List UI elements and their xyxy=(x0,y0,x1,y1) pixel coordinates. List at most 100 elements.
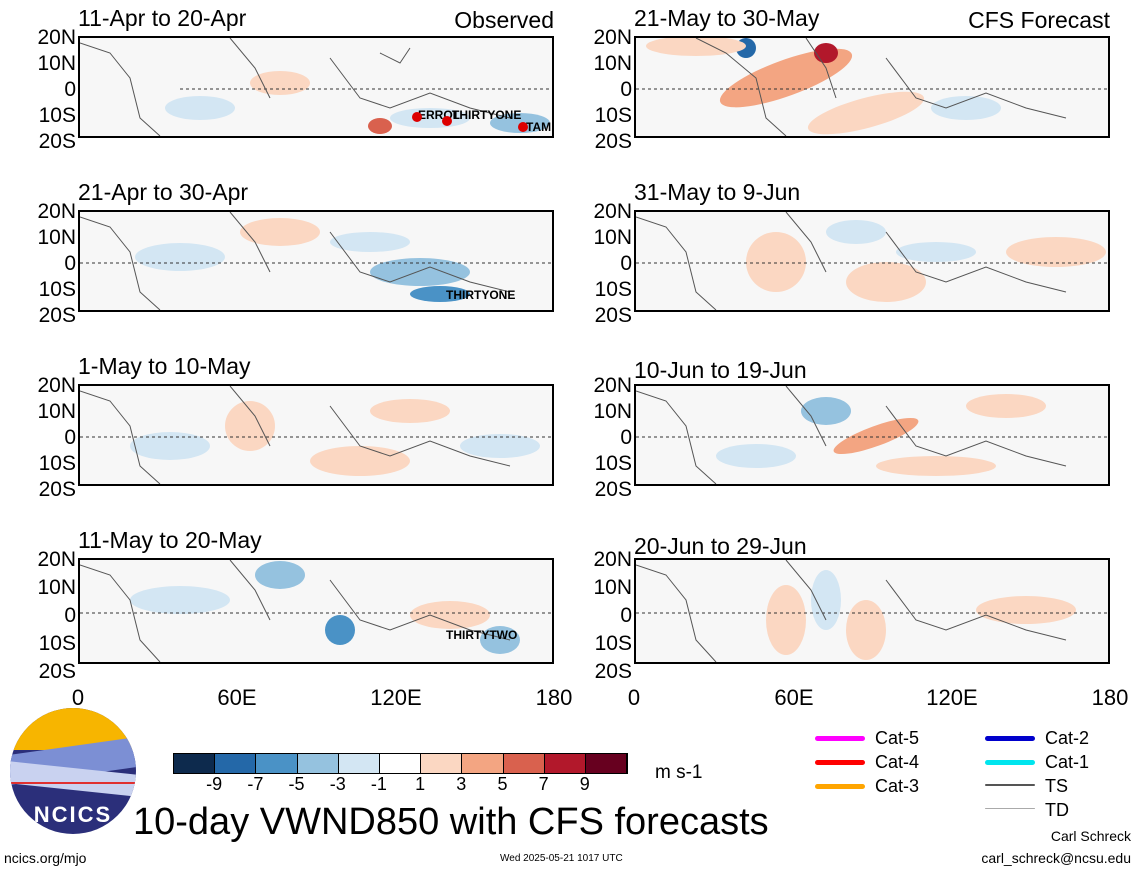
lat-label: 20S xyxy=(38,660,76,683)
lat-label: 10N xyxy=(37,52,76,75)
lat-label: 20S xyxy=(594,130,632,153)
panel-title-observed-3: 1-May to 10-May xyxy=(78,353,251,379)
map-svg xyxy=(80,386,552,484)
colorbar-tick-label: -1 xyxy=(370,774,387,794)
colorbar-tick-label: 1 xyxy=(415,774,426,794)
storm-label-thirtyone: THIRTYONE xyxy=(446,288,516,302)
lat-label: 20N xyxy=(593,548,632,571)
map-observed-3 xyxy=(78,384,554,486)
panel-title-forecast-3: 10-Jun to 19-Jun xyxy=(634,357,807,383)
storm-label-tam: TAM xyxy=(526,120,552,134)
colorbar-tick-label: 3 xyxy=(456,774,467,794)
main-title: 10-day VWND850 with CFS forecasts xyxy=(133,801,769,843)
footer-author: Carl Schreck xyxy=(1050,828,1131,844)
footer-timestamp: Wed 2025-05-21 1017 UTC xyxy=(500,853,623,864)
panel-title-observed-2: 21-Apr to 30-Apr xyxy=(78,179,249,205)
lon-label-right-60: 60E xyxy=(774,685,814,710)
legend-label: Cat-2 xyxy=(1045,728,1090,748)
colorbar-units: m s-1 xyxy=(655,762,703,783)
map-svg xyxy=(636,212,1108,310)
lat-label: 10N xyxy=(593,576,632,599)
map-svg xyxy=(80,560,552,662)
forecast-label: CFS Forecast xyxy=(968,7,1110,33)
map-svg xyxy=(636,386,1108,484)
colorbar-swatch xyxy=(544,754,586,773)
colorbar-tick-label: -5 xyxy=(288,774,305,794)
lon-label-right-120: 120E xyxy=(926,685,978,710)
lat-label: 10N xyxy=(593,400,632,423)
panel-title-observed-1: 11-Apr to 20-Apr xyxy=(78,5,247,31)
colorbar-tick-label: 7 xyxy=(538,774,549,794)
lon-label-left-180: 180 xyxy=(535,685,573,710)
legend-line xyxy=(815,760,865,765)
map-forecast-2 xyxy=(634,210,1110,312)
lat-label: 10S xyxy=(594,632,632,655)
lon-label-left-0: 0 xyxy=(71,685,85,710)
lat-label: 10S xyxy=(594,452,632,475)
map-forecast-4 xyxy=(634,558,1110,664)
colorbar-swatch xyxy=(421,754,463,773)
map-forecast-1 xyxy=(634,36,1110,138)
storm-icon xyxy=(412,112,422,122)
lat-label: 0 xyxy=(64,78,76,101)
lat-label: 10S xyxy=(38,278,76,301)
lat-label: 10N xyxy=(593,52,632,75)
storm-label-thirtyone: THIRTYONE xyxy=(452,108,522,122)
map-observed-1: ERROL THIRTYONE TAM xyxy=(78,36,554,138)
colorbar-swatch xyxy=(338,754,380,773)
map-svg xyxy=(636,560,1108,662)
lat-label: 10N xyxy=(593,226,632,249)
storm-icon xyxy=(518,122,528,132)
colorbar-tick-label: 9 xyxy=(579,774,590,794)
lat-label: 0 xyxy=(620,78,632,101)
colorbar-tick-label: 5 xyxy=(497,774,508,794)
lat-label: 20N xyxy=(593,26,632,49)
legend-label: Cat-5 xyxy=(875,728,920,748)
lat-label: 0 xyxy=(64,252,76,275)
colorbar-tick-label: -9 xyxy=(206,774,223,794)
lat-label: 20S xyxy=(594,304,632,327)
lat-label: 10N xyxy=(37,226,76,249)
legend-label: Cat-1 xyxy=(1045,752,1090,772)
lat-label: 20N xyxy=(37,548,76,571)
map-forecast-3 xyxy=(634,384,1110,486)
storm-icon xyxy=(442,116,452,126)
lat-label: 10S xyxy=(594,104,632,127)
lat-label: 10S xyxy=(594,278,632,301)
lat-label: 10S xyxy=(38,452,76,475)
lat-label: 10N xyxy=(37,576,76,599)
colorbar-swatch xyxy=(297,754,339,773)
colorbar-swatch xyxy=(379,754,422,773)
lon-label-left-60: 60E xyxy=(217,685,257,710)
lon-label-left-120: 120E xyxy=(370,685,422,710)
colorbar-swatch xyxy=(462,754,504,773)
lat-label: 0 xyxy=(64,604,76,627)
lat-label: 20N xyxy=(37,26,76,49)
lat-label: 20S xyxy=(594,478,632,501)
footer-email[interactable]: carl_schreck@ncsu.edu xyxy=(981,850,1131,866)
legend-label: TS xyxy=(1045,776,1069,796)
lat-label: 20N xyxy=(37,200,76,223)
lon-label-right-0: 0 xyxy=(627,685,641,710)
colorbar-swatch xyxy=(585,754,628,773)
map-observed-2: THIRTYONE xyxy=(78,210,554,312)
lat-label: 20N xyxy=(593,374,632,397)
lat-label: 20S xyxy=(38,304,76,327)
lat-label: 0 xyxy=(620,252,632,275)
panel-title-forecast-1: 21-May to 30-May xyxy=(634,5,820,31)
lat-label: 20N xyxy=(593,200,632,223)
legend-label: TD xyxy=(1045,800,1069,820)
colorbar-tick-label: -7 xyxy=(247,774,264,794)
colorbar xyxy=(173,753,628,774)
panel-title-forecast-2: 31-May to 9-Jun xyxy=(634,179,801,205)
legend-line xyxy=(985,736,1035,741)
lat-label: 10N xyxy=(37,400,76,423)
legend-line xyxy=(815,784,865,789)
map-svg xyxy=(80,212,552,310)
lat-label: 10S xyxy=(38,632,76,655)
legend-label: Cat-3 xyxy=(875,776,920,796)
colorbar-swatch xyxy=(215,754,257,773)
panel-title-forecast-4: 20-Jun to 29-Jun xyxy=(634,533,807,559)
footer-url[interactable]: ncics.org/mjo xyxy=(4,850,87,866)
colorbar-tick-label: -3 xyxy=(329,774,346,794)
